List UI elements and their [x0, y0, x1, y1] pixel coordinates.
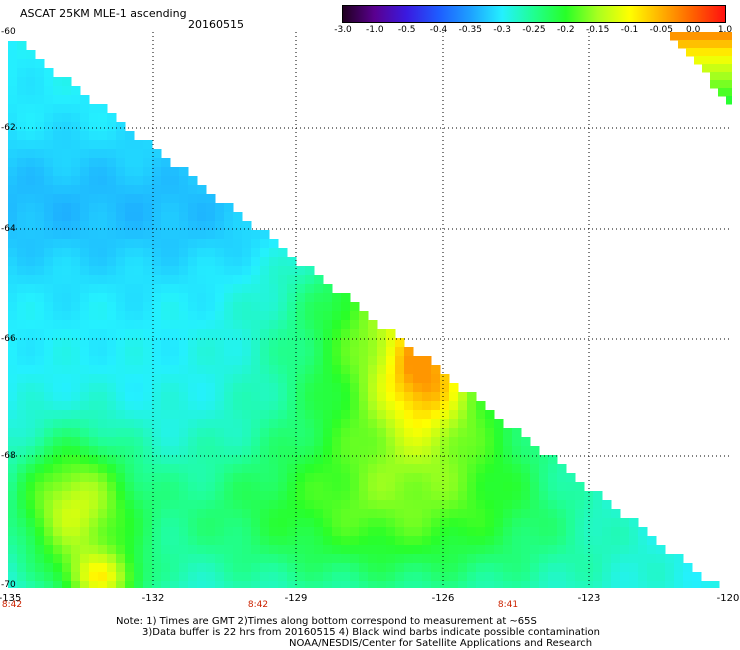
colorbar-label: -0.05 — [649, 25, 673, 35]
colorbar-label: -0.5 — [397, 25, 416, 35]
corner-swath — [670, 32, 732, 105]
colorbar-label: -3.0 — [334, 25, 352, 35]
map-canvas — [8, 32, 732, 588]
lon-label-120: -120 — [716, 593, 740, 604]
footer-credit: NOAA/NESDIS/Center for Satellite Applica… — [289, 638, 593, 649]
lat-label-62: -62 — [1, 123, 16, 133]
graticule — [8, 32, 732, 588]
colorbar-label: -1.0 — [366, 25, 384, 35]
lat-label-70: -70 — [1, 580, 16, 590]
time-label-2: 8:41 — [497, 600, 519, 610]
lat-label-60: -60 — [1, 27, 16, 37]
colorbar-label: -0.25 — [522, 25, 546, 35]
time-label-1: 8:42 — [247, 600, 269, 610]
lat-label-64: -64 — [1, 224, 16, 234]
footer-note-1: Note: 1) Times are GMT 2)Times along bot… — [116, 616, 537, 627]
colorbar-label: -0.2 — [557, 25, 575, 35]
time-label-0: 8:42 — [1, 600, 23, 610]
colorbar — [342, 5, 726, 23]
map-title: ASCAT 25KM MLE-1 ascending — [20, 7, 187, 20]
lon-label-126: -126 — [431, 593, 455, 604]
colorbar-label: -0.4 — [429, 25, 448, 35]
map-plot — [8, 32, 732, 588]
colorbar-label: 0.0 — [685, 25, 701, 35]
footer-note-2: 3)Data buffer is 22 hrs from 20160515 4)… — [142, 627, 600, 638]
lat-label-66: -66 — [1, 334, 16, 344]
colorbar-label: -0.15 — [586, 25, 610, 35]
colorbar-label: -0.35 — [458, 25, 482, 35]
swath-field — [8, 41, 720, 588]
lon-label-123: -123 — [577, 593, 601, 604]
colorbar-label: -0.1 — [620, 25, 639, 35]
lat-label-68: -68 — [1, 451, 16, 461]
lon-label-129: -129 — [284, 593, 308, 604]
map-date: 20160515 — [188, 18, 244, 31]
colorbar-label: -0.3 — [493, 25, 511, 35]
lon-label-132: -132 — [141, 593, 165, 604]
lon-label-135: -135 — [0, 593, 22, 604]
colorbar-label: 1.0 — [717, 25, 733, 35]
